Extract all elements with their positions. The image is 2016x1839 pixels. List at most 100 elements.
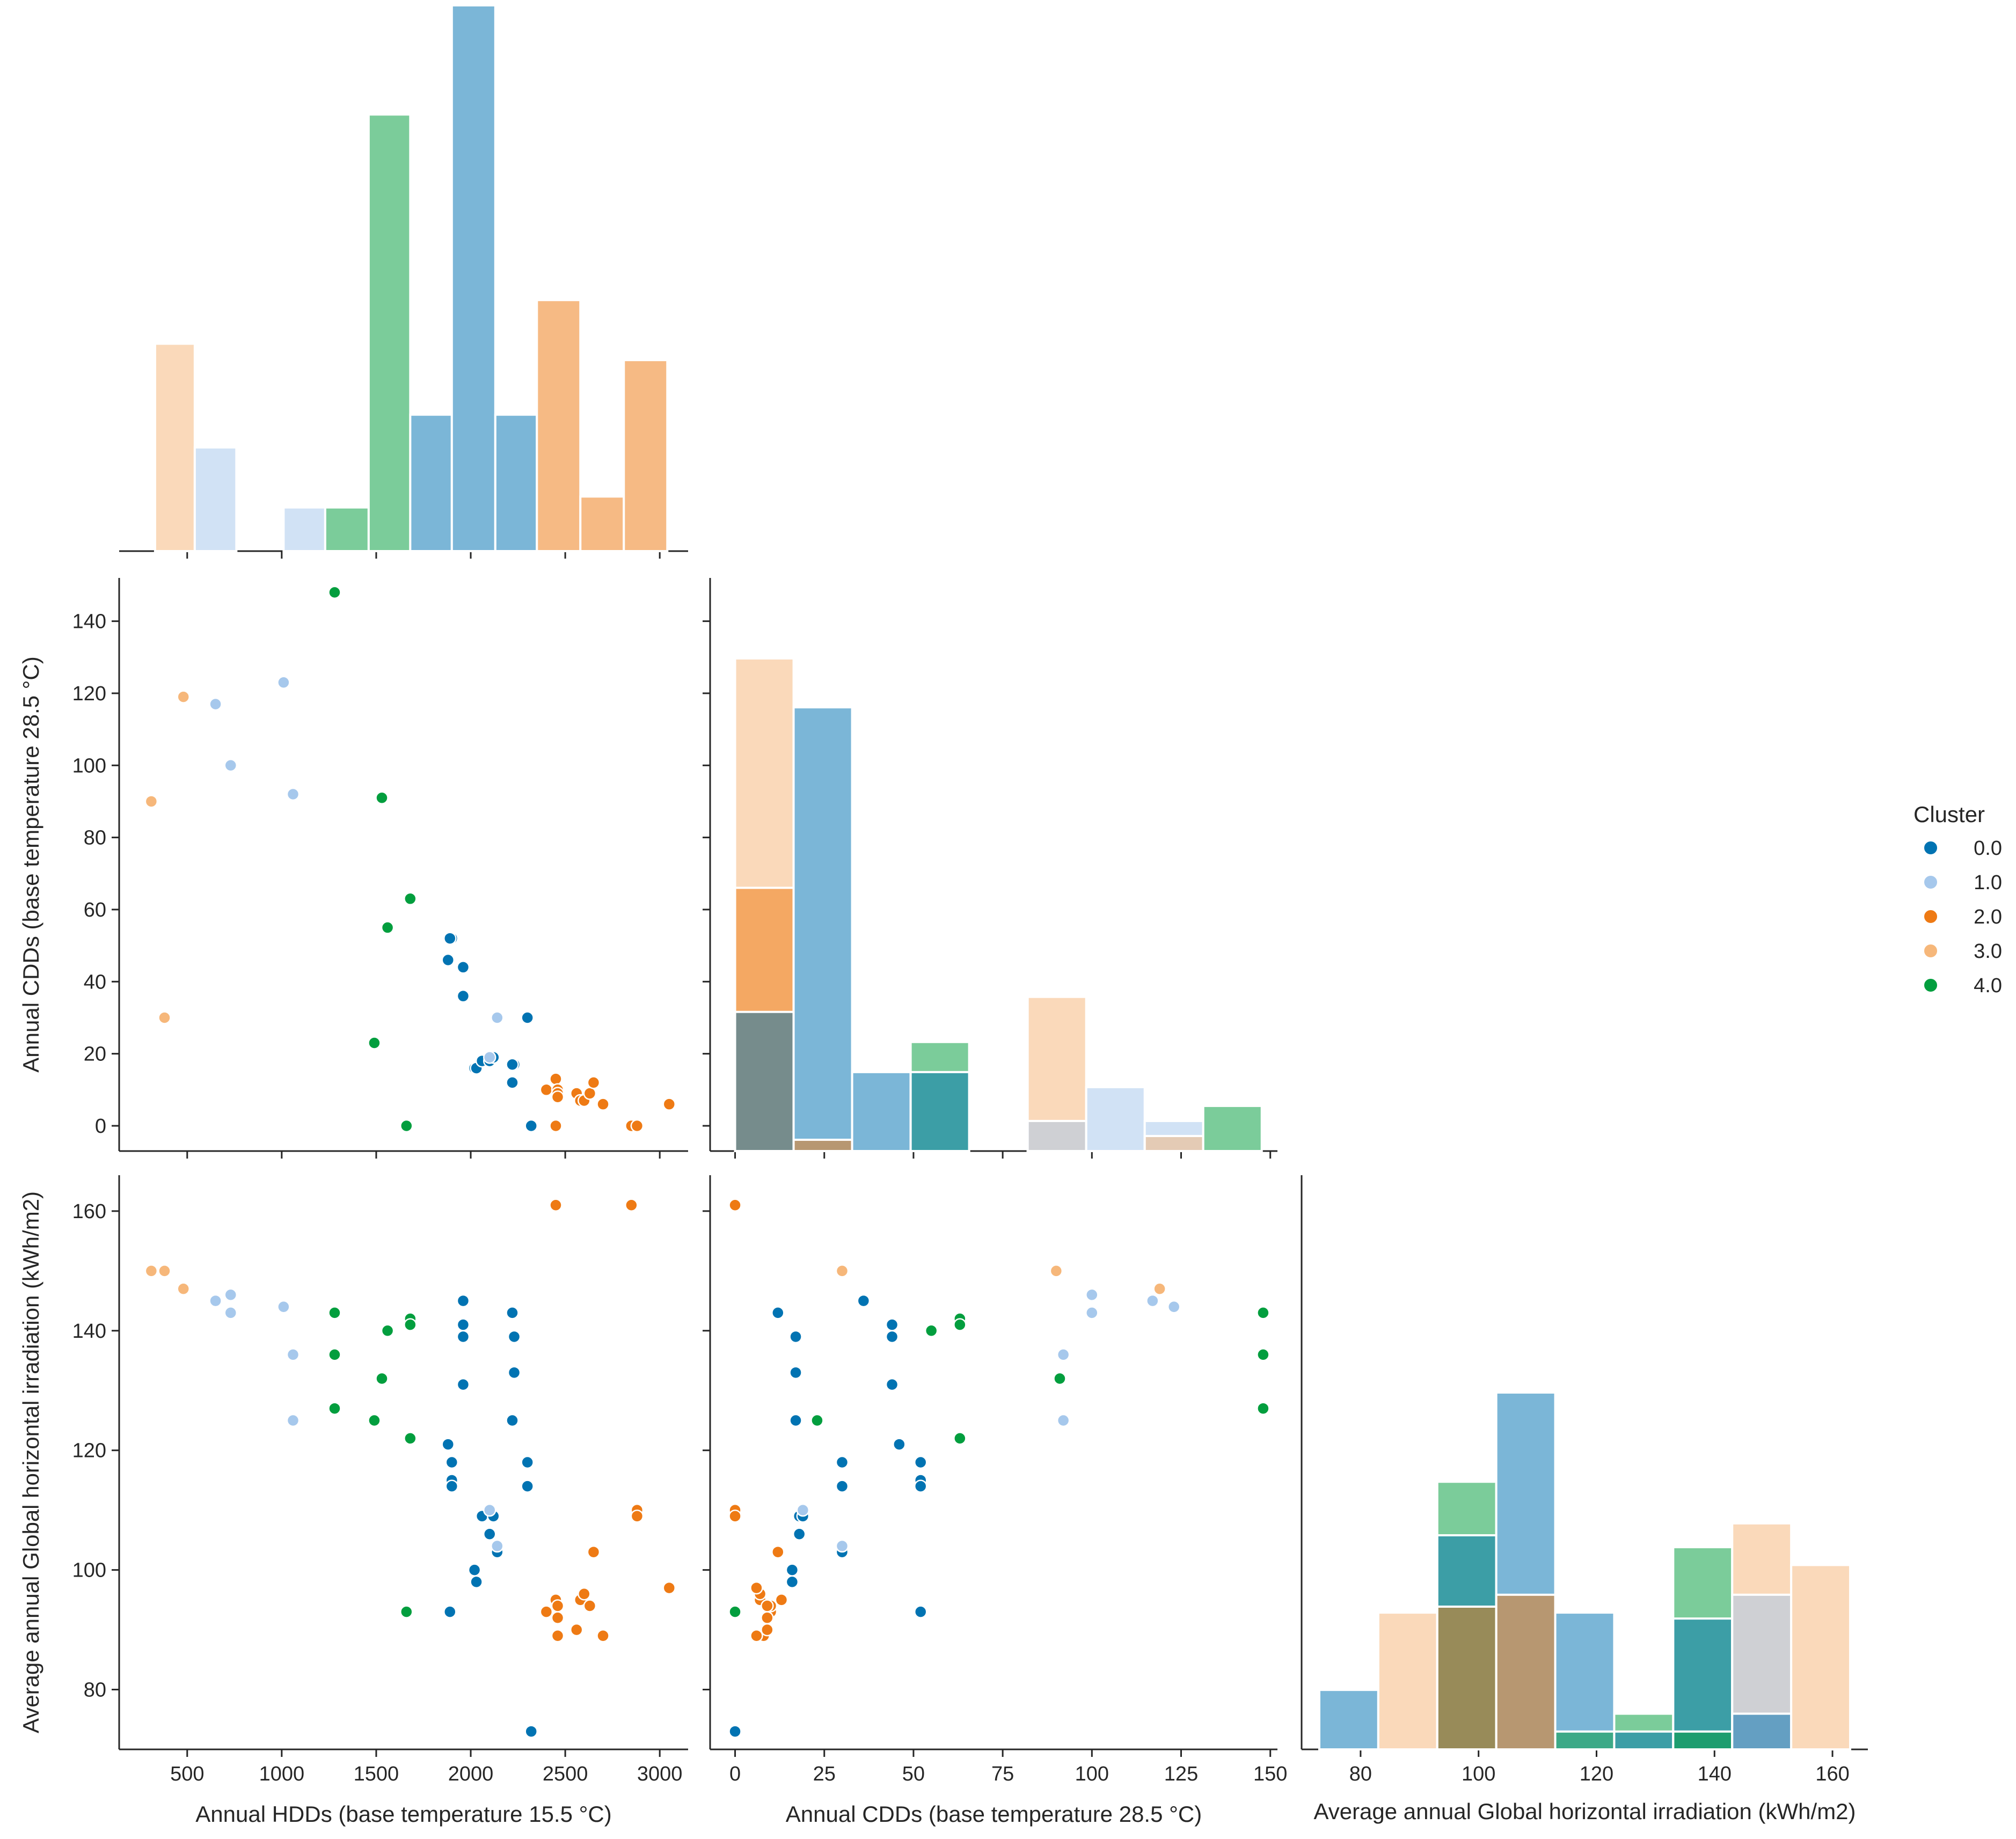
scatter-point-cdd-ghi [789, 1330, 802, 1344]
scatter-point-cdd-ghi [914, 1479, 927, 1493]
hist-cdd-bar [909, 1071, 970, 1153]
hist-cdd-bar [851, 1071, 912, 1153]
scatter-point-hdd-ghi [569, 1623, 583, 1637]
scatter-point-hdd-ghi [277, 1300, 290, 1314]
cdd-y-tick-label: 20 [84, 1043, 106, 1066]
scatter-point-cdd-ghi [885, 1330, 899, 1344]
scatter-point-hdd-ghi [445, 1479, 459, 1493]
cdd-y-tick-label: 40 [84, 971, 106, 993]
scatter-point-cdd-ghi [796, 1503, 810, 1517]
scatter-point-hdd-ghi [521, 1479, 534, 1493]
scatter-point-hdd-cdd [456, 961, 470, 974]
ghi-y-tick-label: 80 [84, 1679, 106, 1702]
hist-ghi-bar [1495, 1593, 1557, 1750]
scatter-point-hdd-cdd [375, 791, 389, 804]
legend-title: Cluster [1913, 802, 1985, 827]
scatter-point-hdd-cdd [506, 1076, 519, 1089]
scatter-point-hdd-ghi [662, 1581, 676, 1595]
scatter-point-hdd-ghi [625, 1198, 638, 1212]
scatter-point-cdd-ghi [789, 1413, 802, 1427]
ghi-x-tick-label: 100 [1462, 1763, 1495, 1785]
scatter-point-hdd-ghi [177, 1282, 190, 1296]
x-axis-title-hdd: Annual HDDs (base temperature 15.5 °C) [195, 1801, 611, 1827]
scatter-point-cdd-ghi [1146, 1294, 1159, 1308]
scatter-point-hdd-cdd [483, 1051, 496, 1064]
scatter-point-cdd-ghi [761, 1623, 774, 1637]
cdd-x-tick-label: 50 [902, 1763, 925, 1785]
scatter-point-cdd-ghi [1049, 1264, 1063, 1278]
scatter-point-cdd-ghi [1056, 1413, 1070, 1427]
scatter-point-cdd-ghi [761, 1611, 774, 1625]
axes-layer [112, 550, 1868, 1757]
scatter-point-cdd-ghi [1257, 1306, 1270, 1320]
hist-cdd-bar [1202, 1104, 1263, 1153]
y-axis-title-ghi: Average annual Global horizontal irradia… [18, 1191, 43, 1733]
scatter-point-hdd-ghi [404, 1432, 417, 1445]
scatter-point-cdd-ghi [1053, 1372, 1067, 1386]
scatter-point-hdd-ghi [549, 1198, 563, 1212]
scatter-point-cdd-ghi [835, 1264, 849, 1278]
scatter-point-cdd-ghi [728, 1198, 742, 1212]
scatter-point-cdd-ghi [953, 1432, 967, 1445]
scatter-point-hdd-ghi [286, 1348, 300, 1361]
scatter-point-hdd-ghi [328, 1306, 341, 1320]
scatter-point-cdd-ghi [750, 1581, 763, 1595]
scatter-point-hdd-ghi [551, 1611, 565, 1625]
scatter-point-cdd-ghi [771, 1545, 785, 1559]
hist-cdd-bar [792, 706, 853, 1152]
hist-hdd-bar [623, 359, 669, 552]
scatter-point-cdd-ghi [1056, 1348, 1070, 1361]
scatter-point-hdd-cdd [539, 1083, 553, 1097]
scatter-point-hdd-ghi [400, 1605, 413, 1618]
scatter-point-cdd-ghi [924, 1324, 938, 1338]
scatter-point-hdd-ghi [456, 1318, 470, 1331]
ghi-y-tick-label: 160 [72, 1200, 106, 1223]
cdd-y-tick-label: 100 [72, 754, 106, 777]
legend-label: 4.0 [1974, 975, 2002, 997]
scatter-point-hdd-ghi [524, 1725, 538, 1738]
cdd-y-tick-label: 0 [95, 1115, 106, 1138]
scatter-point-hdd-cdd [506, 1058, 519, 1072]
scatter-point-hdd-ghi [507, 1366, 521, 1380]
hist-hdd-bar [282, 506, 326, 553]
scatter-point-hdd-ghi [158, 1264, 171, 1278]
scatter-point-hdd-ghi [441, 1438, 455, 1451]
scatter-point-hdd-cdd [224, 759, 238, 772]
scatter-point-hdd-ghi [381, 1324, 395, 1338]
scatter-point-hdd-cdd [158, 1011, 171, 1024]
scatter-point-hdd-ghi [286, 1413, 300, 1427]
hist-hdd-bar [579, 495, 625, 552]
legend-label: 0.0 [1974, 837, 2002, 860]
hist-ghi-bar [1318, 1689, 1379, 1751]
ghi-y-tick-label: 100 [72, 1559, 106, 1582]
scatter-point-hdd-ghi [483, 1503, 496, 1517]
scatter-point-hdd-ghi [539, 1605, 553, 1618]
scatter-point-hdd-cdd [551, 1090, 565, 1104]
scatter-point-hdd-cdd [144, 795, 158, 808]
hist-hdd-bar [324, 506, 370, 553]
scatter-point-hdd-ghi [551, 1599, 565, 1613]
cdd-x-tick-label: 150 [1253, 1763, 1287, 1785]
scatter-point-hdd-cdd [491, 1011, 504, 1024]
scatter-point-cdd-ghi [792, 1527, 806, 1541]
scatter-point-cdd-ghi [728, 1510, 742, 1523]
scatter-point-hdd-ghi [368, 1413, 381, 1427]
legend-label: 2.0 [1974, 906, 2002, 928]
scatter-point-cdd-ghi [1085, 1288, 1099, 1302]
hist-hdd-bar [367, 113, 412, 552]
scatter-point-cdd-ghi [914, 1455, 927, 1469]
scatter-point-hdd-cdd [524, 1119, 538, 1133]
hdd-x-tick-label: 1000 [259, 1763, 305, 1785]
hdd-x-tick-label: 2500 [543, 1763, 588, 1785]
scatter-point-hdd-ghi [483, 1527, 496, 1541]
ghi-x-tick-label: 140 [1698, 1763, 1732, 1785]
cdd-y-tick-label: 80 [84, 827, 106, 849]
scatter-point-hdd-ghi [328, 1402, 341, 1415]
scatter-point-hdd-cdd [549, 1119, 563, 1133]
hist-ghi-bar [1436, 1606, 1498, 1750]
scatter-point-hdd-cdd [328, 585, 341, 599]
scatter-point-hdd-ghi [506, 1306, 519, 1320]
scatter-point-cdd-ghi [785, 1563, 799, 1577]
ghi-y-tick-label: 120 [72, 1440, 106, 1462]
hist-hdd-bar [494, 413, 538, 552]
